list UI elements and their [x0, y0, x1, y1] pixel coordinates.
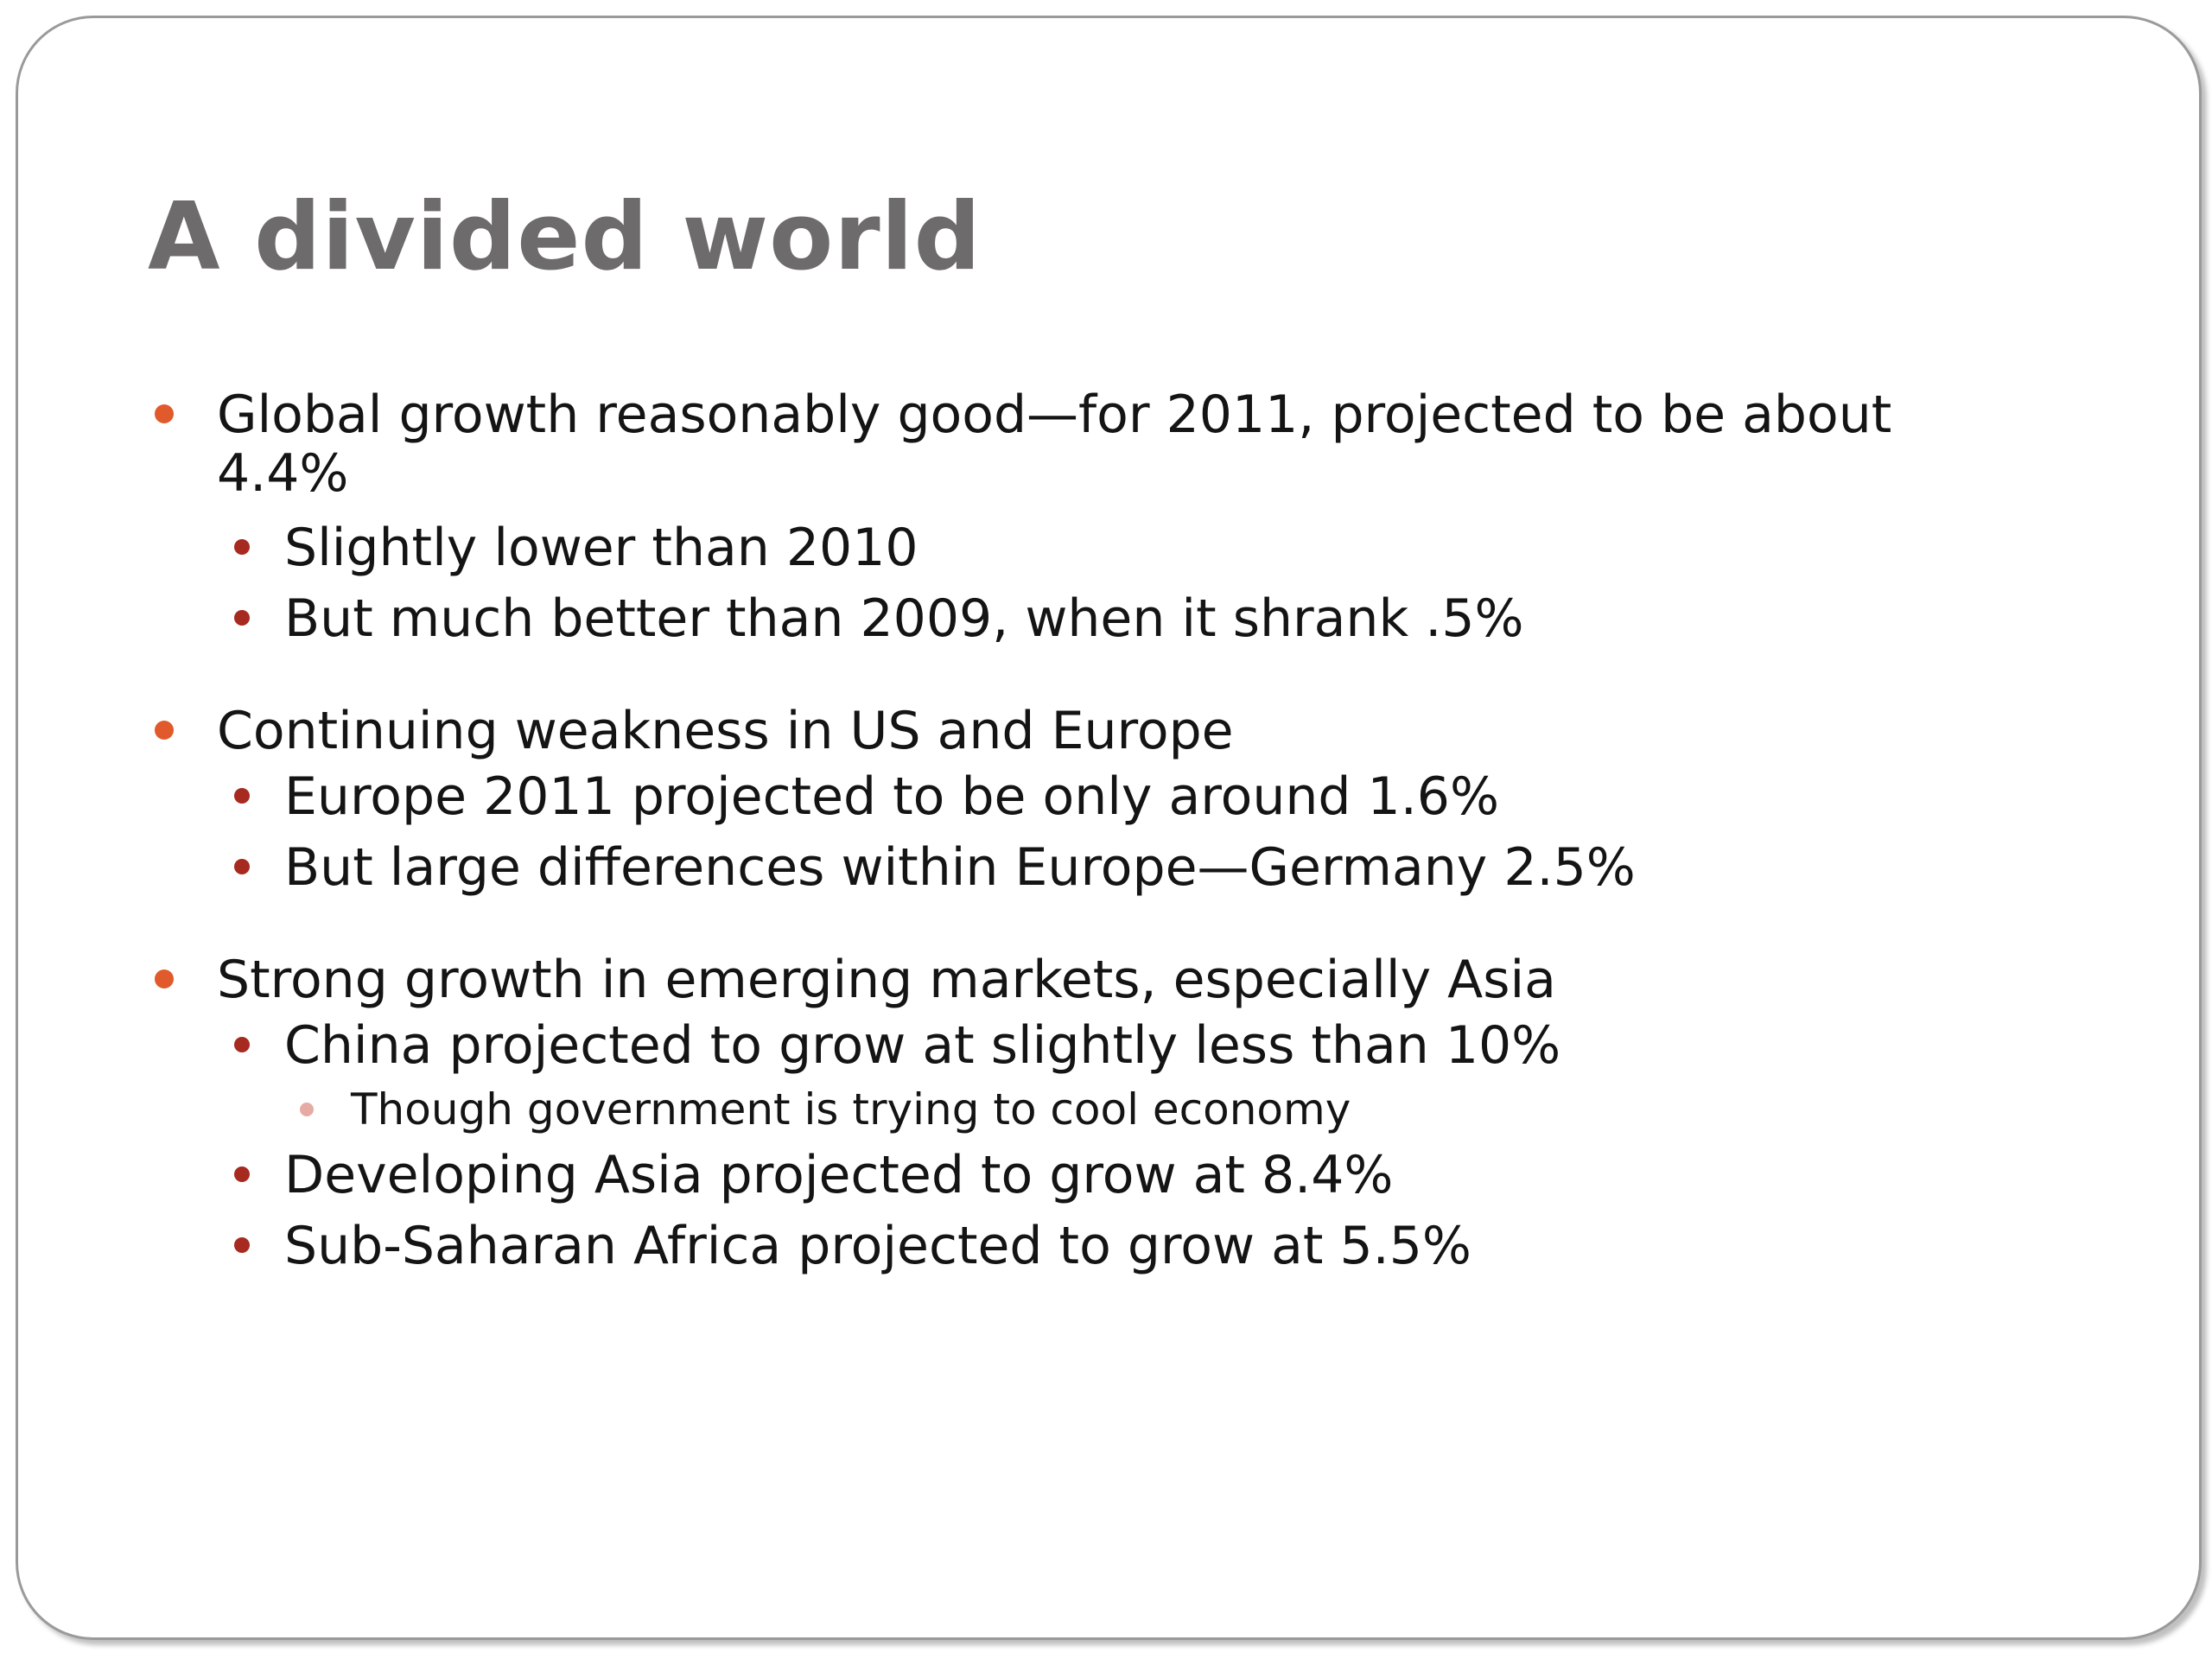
sub-bullet-text: Sub-Saharan Africa projected to grow at … — [284, 1216, 1471, 1276]
bullet-dot-icon — [155, 721, 174, 740]
slide-card: A divided world Global growth reasonably… — [16, 16, 2202, 1640]
bullet-dot-icon — [234, 1166, 250, 1182]
bullet-dot-icon — [234, 1037, 250, 1052]
sub-bullet-item: China projected to grow at slightly less… — [148, 1011, 1962, 1080]
sub-sub-bullet-text: Though government is trying to cool econ… — [351, 1084, 1351, 1135]
bullet-group-emerging-markets: Strong growth in emerging markets, espec… — [148, 950, 1962, 1281]
sub-bullet-text: But large differences within Europe—Germ… — [284, 837, 1636, 898]
bullet-item: Continuing weakness in US and Europe — [148, 702, 1988, 760]
bullet-dot-icon — [234, 859, 250, 874]
bullet-text: Strong growth in emerging markets, espec… — [217, 950, 1556, 1010]
sub-bullet-text: Developing Asia projected to grow at 8.4… — [284, 1145, 1394, 1205]
sub-bullet-item: But much better than 2009, when it shran… — [148, 584, 1962, 653]
bullet-text: Global growth reasonably good—for 2011, … — [217, 385, 1892, 504]
slide-body: Global growth reasonably good—for 2011, … — [148, 385, 1962, 1329]
bullet-dot-icon — [155, 404, 174, 423]
sub-bullet-item: Sub-Saharan Africa projected to grow at … — [148, 1211, 1962, 1281]
bullet-text: Continuing weakness in US and Europe — [217, 701, 1234, 761]
sub-bullet-text: Europe 2011 projected to be only around … — [284, 766, 1499, 827]
bullet-dot-icon — [300, 1103, 314, 1116]
sub-bullet-item: Developing Asia projected to grow at 8.4… — [148, 1141, 1962, 1210]
sub-bullet-text: China projected to grow at slightly less… — [284, 1015, 1561, 1076]
bullet-dot-icon — [234, 610, 250, 626]
sub-bullet-item: Slightly lower than 2010 — [148, 513, 1962, 582]
bullet-group-global-growth: Global growth reasonably good—for 2011, … — [148, 385, 1962, 653]
sub-bullet-item: Europe 2011 projected to be only around … — [148, 762, 1962, 831]
slide-title: A divided world — [148, 183, 982, 291]
sub-sub-bullet-item: Though government is trying to cool econ… — [148, 1080, 1962, 1139]
sub-bullet-text: But much better than 2009, when it shran… — [284, 588, 1524, 649]
bullet-dot-icon — [234, 539, 250, 555]
bullet-dot-icon — [234, 1237, 250, 1253]
bullet-item: Strong growth in emerging markets, espec… — [148, 950, 1988, 1009]
bullet-dot-icon — [155, 969, 174, 988]
sub-bullet-item: But large differences within Europe—Germ… — [148, 833, 1962, 902]
sub-bullet-text: Slightly lower than 2010 — [284, 518, 918, 578]
bullet-item: Global growth reasonably good—for 2011, … — [148, 385, 1988, 503]
bullet-group-us-europe: Continuing weakness in US and Europe Eur… — [148, 702, 1962, 902]
bullet-dot-icon — [234, 788, 250, 804]
